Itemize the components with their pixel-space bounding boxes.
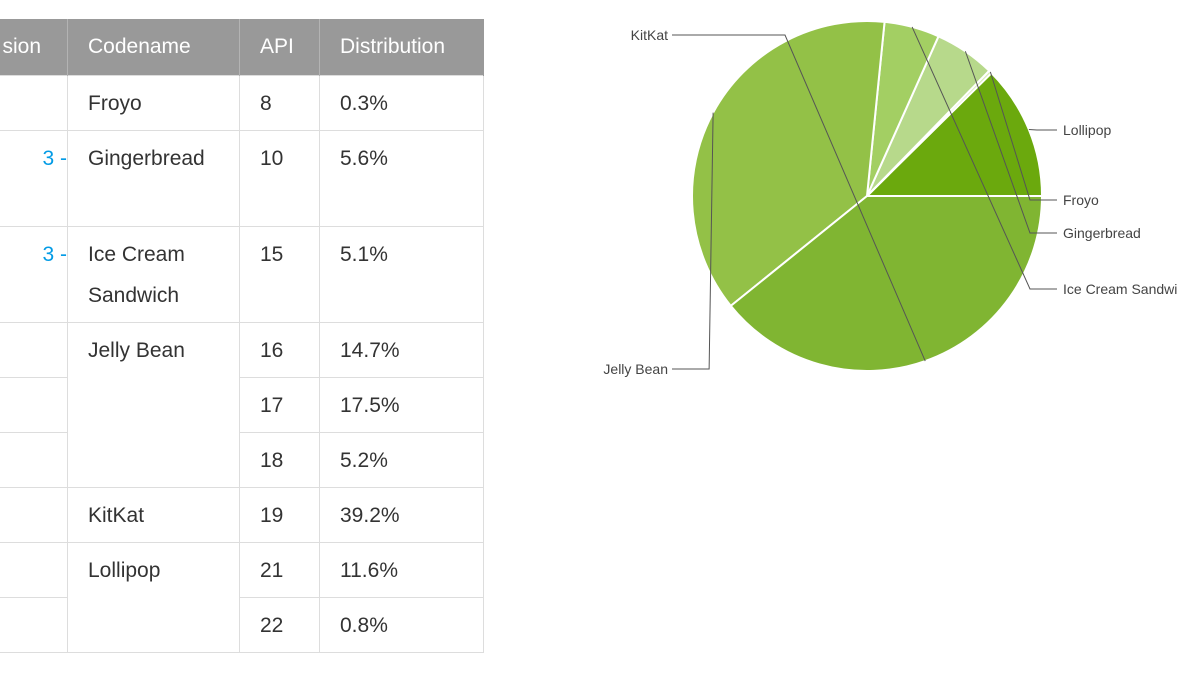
version-link-cell[interactable]: 3 - 7 (0, 129, 68, 227)
leader-line (911, 26, 1057, 290)
pie-slice-lollipop (864, 71, 1044, 197)
codename-cell: Jelly Bean (67, 321, 240, 488)
version-link-line[interactable]: 7 (0, 179, 67, 220)
api-cell: 21 (239, 541, 320, 598)
column-header-distribution: Distribution (319, 19, 484, 75)
table-row: 3 - 7 Gingerbread 10 5.6% (0, 129, 484, 227)
slice-label: Froyo (1063, 192, 1099, 208)
distribution-cell: 5.6% (319, 129, 484, 227)
version-link-cell[interactable]: x (0, 321, 68, 378)
leader-line (964, 51, 1057, 234)
leader-line (672, 112, 714, 370)
codename-line: Sandwich (88, 283, 180, 307)
version-cell (0, 596, 68, 653)
distribution-table: sion Codename API Distribution Froyo 8 0… (0, 19, 484, 653)
api-cell: 19 (239, 486, 320, 543)
version-link-line[interactable]: 3 - (42, 242, 67, 266)
codename-cell: Ice Cream Sandwich (67, 225, 240, 323)
column-header-codename: Codename (67, 19, 240, 75)
table-row: 18 5.2% (0, 431, 484, 488)
column-header-version: sion (0, 19, 68, 75)
table-row: 3 - 4 Ice Cream Sandwich 15 5.1% (0, 225, 484, 323)
codename-cell: Froyo (67, 74, 240, 131)
distribution-cell: 39.2% (319, 486, 484, 543)
api-cell: 8 (239, 74, 320, 131)
slice-label: Gingerbread (1063, 225, 1141, 241)
distribution-cell: 5.1% (319, 225, 484, 323)
table-row: Froyo 8 0.3% (0, 74, 484, 131)
table-header-row: sion Codename API Distribution (0, 19, 484, 75)
api-cell: 17 (239, 376, 320, 433)
distribution-cell: 0.3% (319, 74, 484, 131)
slice-label: KitKat (631, 27, 668, 43)
slice-label: Ice Cream Sandwi (1063, 281, 1177, 297)
table-row: 22 0.8% (0, 596, 484, 653)
version-link-cell[interactable]: x (0, 376, 68, 433)
api-cell: 15 (239, 225, 320, 323)
leader-line (672, 34, 926, 362)
api-cell: 22 (239, 596, 320, 653)
api-cell: 16 (239, 321, 320, 378)
codename-cell: KitKat (67, 486, 240, 543)
distribution-cell: 11.6% (319, 541, 484, 598)
version-link-cell[interactable]: 3 - 4 (0, 225, 68, 323)
distribution-pie-chart: Lollipop Froyo Gingerbread Ice Cream Sandwi… (603, 20, 1177, 377)
version-cell (0, 74, 68, 131)
version-cell (0, 431, 68, 488)
distribution-cell: 17.5% (319, 376, 484, 433)
version-link-line[interactable]: 4 (0, 275, 67, 316)
pie-slices (691, 20, 1044, 372)
version-cell (0, 486, 68, 543)
distribution-cell: 14.7% (319, 321, 484, 378)
distribution-cell: 5.2% (319, 431, 484, 488)
column-header-api: API (239, 19, 320, 75)
codename-cell: Gingerbread (67, 129, 240, 227)
distribution-cell: 0.8% (319, 596, 484, 653)
pie-labels: Lollipop Froyo Gingerbread Ice Cream Sandwi… (603, 26, 1177, 377)
version-link-line[interactable]: 3 - (42, 146, 67, 170)
api-cell: 10 (239, 129, 320, 227)
slice-label: Lollipop (1063, 122, 1111, 138)
codename-line: Ice Cream (88, 242, 185, 266)
table-row: KitKat 19 39.2% (0, 486, 484, 543)
table-row: x 17 17.5% (0, 376, 484, 433)
version-cell (0, 541, 68, 598)
codename-cell: Lollipop (67, 541, 240, 653)
leader-line (989, 71, 1057, 201)
pie-slice-kitkat (729, 195, 1044, 372)
table-row: x Jelly Bean 16 14.7% (0, 321, 484, 488)
api-cell: 18 (239, 431, 320, 488)
slice-label: Jelly Bean (603, 361, 668, 377)
table-row: Lollipop 21 11.6% (0, 541, 484, 653)
